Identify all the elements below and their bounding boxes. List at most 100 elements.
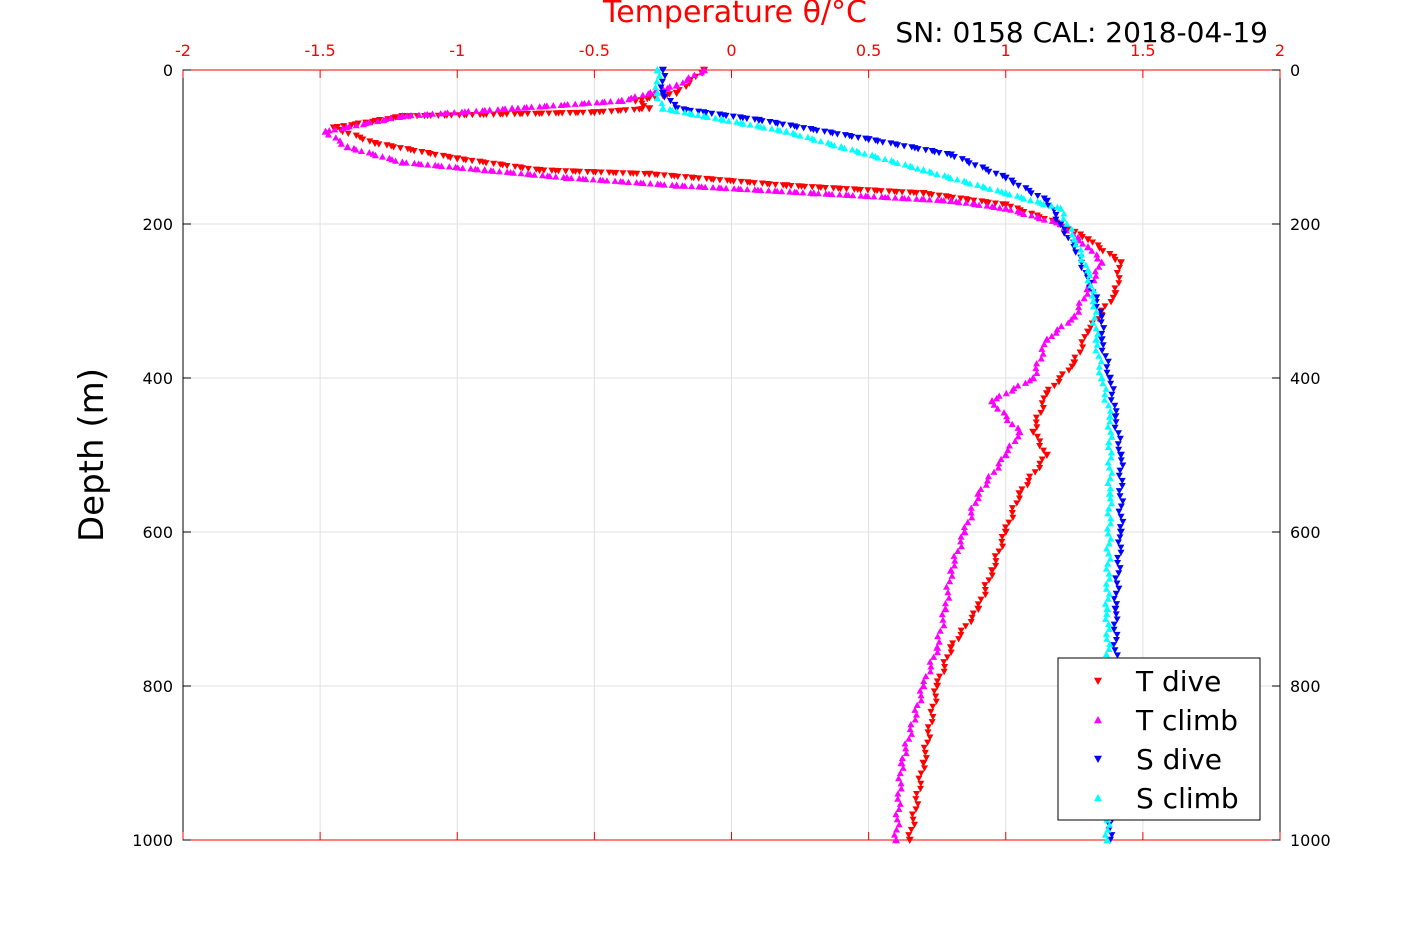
data-point: [999, 543, 1007, 550]
data-point: [898, 754, 906, 761]
data-point: [836, 185, 844, 193]
data-point: [688, 182, 696, 190]
data-point: [1115, 570, 1123, 577]
data-point: [990, 401, 998, 408]
data-point: [1115, 585, 1123, 592]
data-point: [1076, 349, 1084, 356]
data-point: [1105, 464, 1113, 471]
data-point: [539, 171, 547, 179]
data-point: [898, 189, 906, 196]
data-point: [897, 759, 906, 767]
data-point: [1084, 276, 1092, 284]
data-point: [922, 147, 930, 154]
data-point: [660, 181, 668, 188]
data-point: [901, 740, 909, 747]
data-point: [929, 714, 937, 721]
data-point: [1102, 650, 1110, 657]
data-point: [708, 110, 716, 118]
data-point: [1103, 836, 1112, 844]
data-point: [1075, 299, 1083, 306]
data-point: [1104, 459, 1112, 466]
data-point: [982, 481, 990, 488]
data-point: [758, 118, 766, 125]
data-point: [331, 126, 339, 133]
data-point: [1113, 580, 1121, 587]
data-point: [773, 187, 781, 195]
data-point: [913, 711, 921, 718]
data-point: [1039, 447, 1047, 454]
data-point: [653, 94, 661, 102]
data-point: [638, 97, 646, 104]
data-point: [517, 169, 525, 177]
y-tick-label-left: 800: [142, 677, 173, 696]
data-point: [985, 577, 993, 584]
data-point: [1102, 353, 1110, 360]
data-point: [967, 509, 975, 516]
data-point: [606, 98, 614, 105]
data-point: [1118, 483, 1126, 490]
data-point: [981, 184, 989, 191]
data-point: [1103, 610, 1111, 617]
data-point: [817, 137, 825, 145]
y-tick-label-right: 400: [1290, 369, 1321, 388]
y-tick-label-left: 1000: [132, 831, 173, 850]
data-point: [849, 191, 857, 199]
data-point: [1005, 191, 1013, 198]
data-point: [1107, 448, 1115, 456]
legend-label: T dive: [1135, 665, 1221, 698]
data-point: [671, 101, 679, 109]
data-point: [757, 186, 765, 194]
data-point: [1107, 535, 1115, 542]
data-point: [468, 157, 476, 165]
data-point: [801, 183, 809, 191]
data-point: [1102, 615, 1110, 622]
data-point: [1104, 510, 1112, 517]
legend-marker: [1094, 716, 1102, 724]
data-point: [661, 72, 669, 80]
data-point: [716, 177, 724, 184]
data-point: [1035, 214, 1043, 222]
data-point: [766, 119, 774, 126]
data-point: [1008, 505, 1016, 512]
data-point: [1111, 424, 1119, 431]
data-point: [1080, 294, 1088, 302]
data-point: [1114, 441, 1122, 448]
data-point: [909, 816, 917, 823]
data-point: [614, 97, 622, 104]
data-point: [1077, 256, 1085, 263]
data-point: [926, 658, 934, 665]
data-point: [557, 101, 565, 108]
data-point: [352, 132, 360, 139]
x-tick-label: -1: [449, 41, 465, 60]
data-point: [1105, 402, 1113, 409]
data-point: [926, 668, 934, 675]
data-point: [1007, 206, 1015, 213]
data-point: [900, 143, 908, 150]
data-point: [1103, 635, 1111, 642]
data-point: [711, 114, 719, 121]
data-point: [1105, 412, 1114, 420]
data-point: [1032, 414, 1040, 421]
data-point: [1111, 256, 1119, 264]
data-point: [663, 84, 671, 91]
data-point: [1106, 474, 1114, 481]
data-point: [1015, 490, 1024, 498]
data-point: [864, 187, 872, 194]
data-point: [1064, 319, 1072, 326]
legend-box: [1057, 657, 1261, 821]
data-point: [942, 600, 950, 607]
data-point: [388, 156, 396, 163]
data-point: [1107, 299, 1115, 306]
data-point: [1092, 325, 1100, 332]
data-point: [958, 156, 966, 163]
data-point: [893, 188, 901, 196]
data-point: [655, 72, 663, 79]
data-point: [1083, 290, 1091, 297]
data-point: [913, 791, 921, 798]
data-point: [927, 708, 935, 716]
data-point: [1111, 413, 1120, 421]
data-point: [1099, 380, 1107, 387]
data-point: [1095, 352, 1103, 359]
data-point: [1098, 330, 1106, 338]
data-point: [1039, 405, 1047, 412]
